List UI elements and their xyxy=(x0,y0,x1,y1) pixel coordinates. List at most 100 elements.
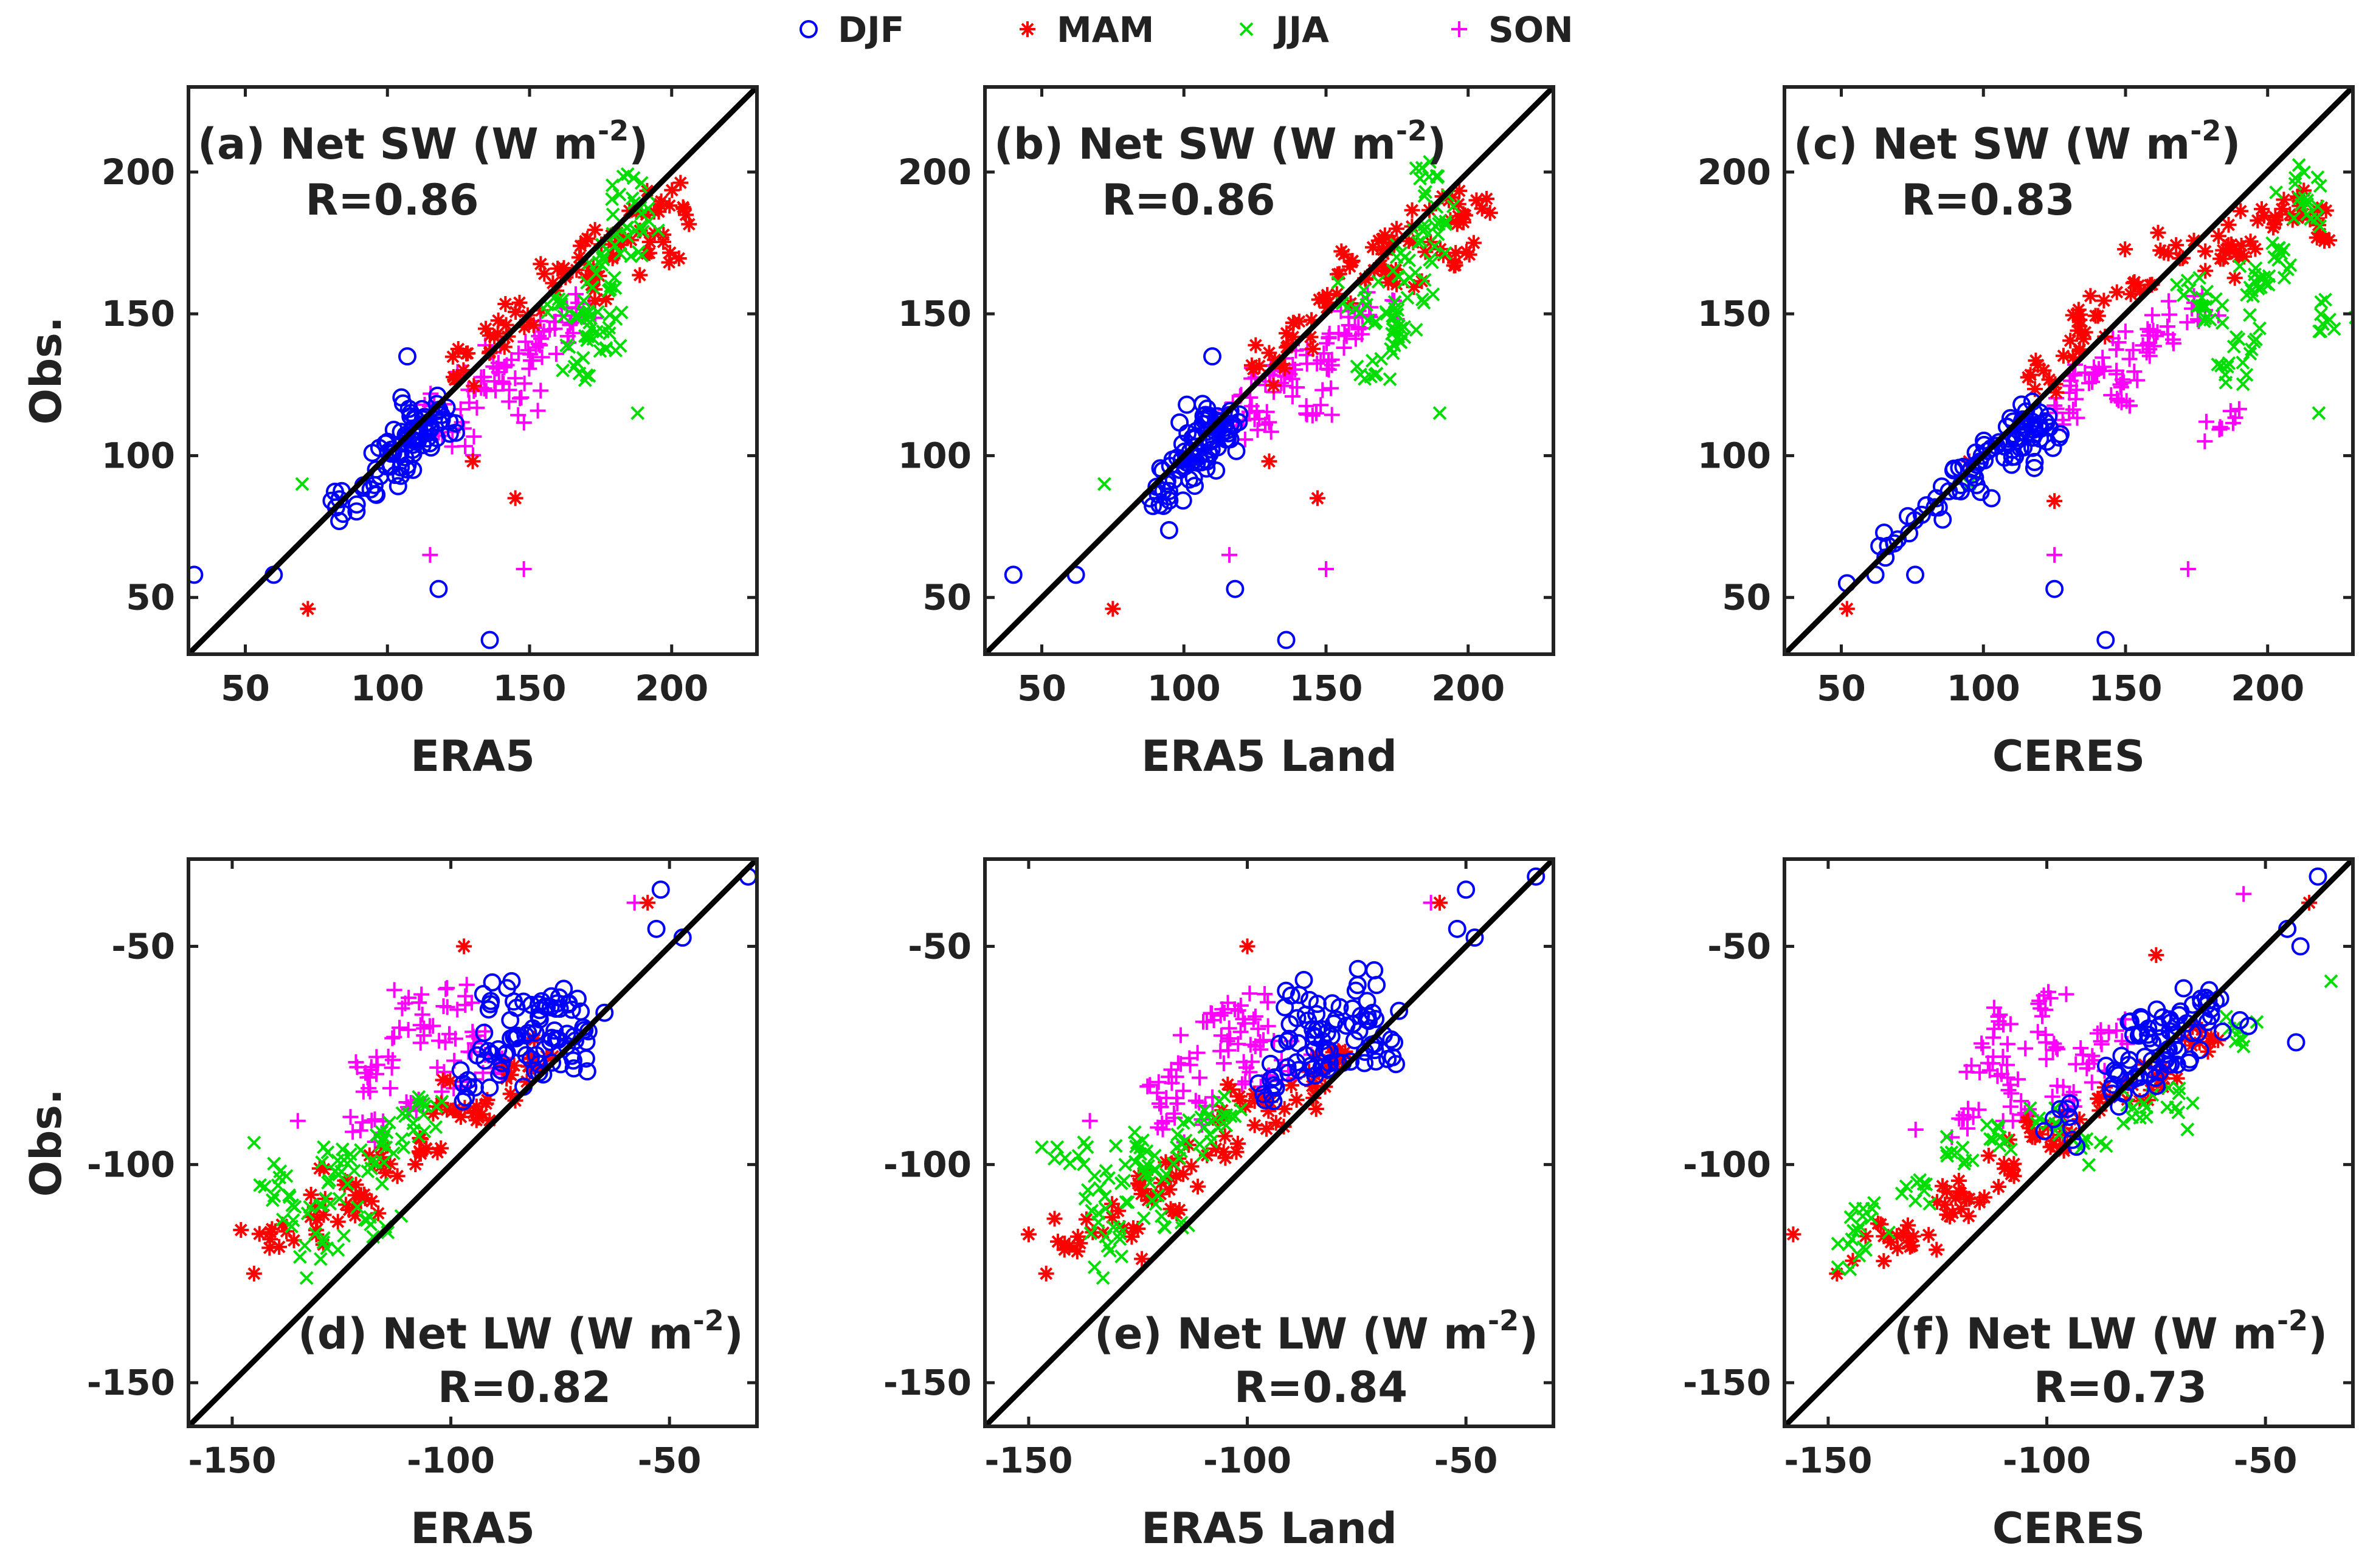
data-point xyxy=(2288,171,2302,185)
data-point xyxy=(497,1043,516,1062)
data-point xyxy=(1213,1027,1229,1044)
data-point xyxy=(429,1059,446,1076)
data-point xyxy=(368,1155,383,1169)
data-point xyxy=(422,547,438,563)
data-point xyxy=(2095,350,2111,366)
data-point xyxy=(1365,353,1380,368)
data-point xyxy=(1465,928,1484,947)
data-point xyxy=(1366,1041,1384,1060)
data-point xyxy=(2038,1051,2054,1068)
data-point xyxy=(603,308,617,322)
data-point xyxy=(1207,1141,1224,1157)
data-point xyxy=(1246,1117,1263,1133)
data-point xyxy=(1457,880,1476,899)
data-point xyxy=(1172,1027,1189,1043)
data-point xyxy=(2198,413,2214,430)
legend-label: MAM xyxy=(1057,9,1154,50)
data-point xyxy=(2313,324,2328,339)
data-point xyxy=(340,1176,354,1191)
data-point xyxy=(1165,1203,1181,1220)
data-point xyxy=(1940,1148,1955,1163)
data-point xyxy=(1309,355,1325,371)
data-point xyxy=(1112,1220,1127,1234)
data-point xyxy=(624,249,638,263)
data-point xyxy=(2084,1074,2100,1091)
data-point xyxy=(1411,235,1426,250)
data-point xyxy=(2236,886,2252,902)
data-point xyxy=(421,418,440,437)
data-point xyxy=(1249,403,1265,420)
data-point xyxy=(2023,1101,2037,1116)
data-point xyxy=(513,389,530,406)
data-point xyxy=(457,1099,473,1116)
data-point xyxy=(496,339,513,355)
data-point xyxy=(2121,351,2138,367)
data-point xyxy=(1289,379,1305,396)
data-point xyxy=(421,1018,438,1034)
data-point xyxy=(1418,222,1432,237)
data-point xyxy=(2068,1056,2084,1072)
data-point xyxy=(275,1212,290,1227)
data-point xyxy=(350,1200,365,1214)
data-point xyxy=(2040,984,2056,1000)
data-point xyxy=(382,1156,398,1172)
data-point xyxy=(2044,1088,2060,1105)
data-point xyxy=(1468,192,1485,209)
data-point xyxy=(1212,1094,1226,1108)
data-point xyxy=(1365,239,1381,255)
data-point xyxy=(490,354,506,371)
legend-label: DJF xyxy=(838,9,904,50)
data-point xyxy=(2233,259,2247,274)
x-tick-label: 100 xyxy=(1147,668,1221,709)
data-point xyxy=(2269,185,2284,199)
data-point xyxy=(337,1229,351,1243)
data-point xyxy=(1902,1238,1918,1255)
data-point xyxy=(1951,1110,1967,1127)
data-point xyxy=(1229,413,1248,432)
data-point xyxy=(320,1145,335,1159)
data-point xyxy=(602,326,617,340)
data-point xyxy=(2197,263,2214,279)
data-point xyxy=(1336,340,1352,356)
data-point xyxy=(348,1176,364,1193)
data-point xyxy=(612,187,627,202)
data-point xyxy=(1254,1085,1273,1103)
data-point xyxy=(1324,1014,1343,1033)
data-point xyxy=(602,320,617,335)
data-point xyxy=(2120,1072,2139,1091)
axes-frame xyxy=(983,85,1555,656)
data-point xyxy=(2071,318,2088,334)
data-point xyxy=(1367,976,1386,995)
one-to-one-line xyxy=(188,859,757,1426)
data-point xyxy=(599,342,613,357)
data-point xyxy=(2037,1001,2054,1018)
data-point xyxy=(506,1057,522,1074)
data-point xyxy=(1975,1039,1991,1055)
data-point xyxy=(328,1164,342,1179)
data-point xyxy=(1967,475,1986,494)
data-point xyxy=(1249,422,1266,438)
data-point xyxy=(1220,1076,1236,1093)
data-point xyxy=(2131,1007,2150,1026)
data-point xyxy=(1944,459,1963,478)
series-mam xyxy=(1839,182,2338,617)
data-point xyxy=(1341,1052,1360,1071)
data-point xyxy=(374,1138,388,1152)
data-point xyxy=(2157,1066,2173,1082)
one-to-one-line xyxy=(1784,87,2353,654)
data-point xyxy=(233,1222,249,1238)
data-point xyxy=(2096,363,2112,379)
data-point xyxy=(2155,1079,2171,1095)
data-point xyxy=(2110,1097,2129,1116)
data-point xyxy=(1235,1054,1252,1070)
data-point xyxy=(361,1147,378,1164)
data-point xyxy=(440,412,459,431)
data-point xyxy=(2091,1091,2107,1107)
data-point xyxy=(2198,311,2212,326)
data-point xyxy=(393,394,412,413)
data-point xyxy=(1215,1055,1232,1071)
data-point xyxy=(308,1222,324,1238)
data-point xyxy=(1843,1262,1857,1277)
data-point xyxy=(1385,326,1400,341)
data-point xyxy=(1430,170,1445,184)
